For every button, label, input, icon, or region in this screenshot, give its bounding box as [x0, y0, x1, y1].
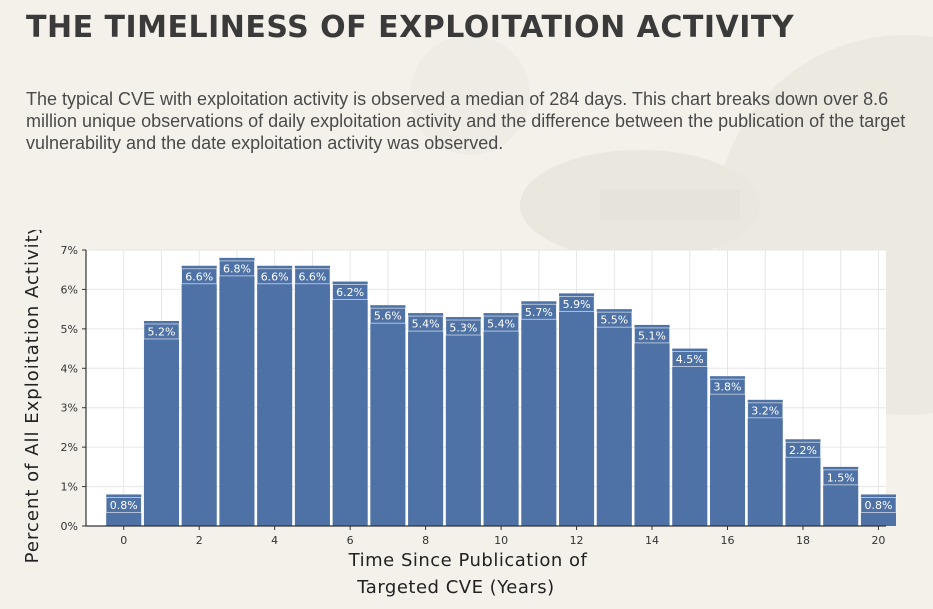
bar-label: 0.8% [110, 499, 138, 512]
x-tick-label: 8 [422, 534, 429, 547]
bar-label-box [634, 327, 671, 344]
bar [445, 317, 481, 526]
bar-label-box [709, 378, 746, 395]
bar [559, 293, 595, 526]
y-tick-label: 2% [61, 441, 78, 454]
bar [672, 348, 708, 526]
bar-label: 3.8% [714, 381, 742, 394]
bar-label: 5.7% [525, 306, 553, 319]
bar-label: 5.4% [487, 318, 515, 331]
x-tick-label: 14 [645, 534, 659, 547]
bar-label: 6.2% [336, 286, 364, 299]
bar-chart: 0.8% 5.2% 6.6% 6.8% 6.6% 6.6% 6.2% 5.6% 5.4% 5.3%… [22, 230, 897, 598]
x-tick-label: 0 [120, 534, 127, 547]
bar [747, 399, 783, 526]
bar [860, 494, 896, 526]
bar [370, 305, 406, 526]
y-tick-label: 6% [61, 283, 78, 296]
axes [82, 249, 886, 530]
x-tick-label: 10 [494, 534, 508, 547]
bar [521, 301, 557, 526]
bar-label-box [558, 295, 595, 312]
x-tick-label: 4 [271, 534, 278, 547]
bar-label: 5.9% [563, 298, 591, 311]
x-tick-label: 18 [796, 534, 810, 547]
bar-label-box [256, 268, 293, 285]
bar [332, 281, 368, 526]
bar [408, 313, 444, 526]
bar-label: 5.6% [374, 310, 402, 323]
page-title: THE TIMELINESS OF EXPLOITATION ACTIVITY [26, 10, 795, 45]
bar-label: 4.5% [676, 353, 704, 366]
x-tick-label: 20 [871, 534, 885, 547]
bar-label-box [483, 315, 520, 332]
bar-label-box [860, 497, 897, 513]
bars: 0.8% 5.2% 6.6% 6.8% 6.6% 6.6% 6.2% 5.6% 5.4% 5.3%… [105, 257, 897, 526]
bar-label-box [181, 268, 218, 285]
bar [143, 320, 180, 526]
bar [596, 309, 632, 526]
bar [294, 265, 330, 526]
bar [709, 376, 746, 526]
bar-label-box [218, 260, 255, 277]
bar-label: 5.5% [600, 314, 628, 327]
bar-label-box [520, 303, 557, 320]
bar-label: 0.8% [864, 499, 892, 512]
tick-labels: 0% 1% 2% 3% 4% 5% 6% 7% 0 2 4 6 8 10 12 14 16 18 20 [61, 244, 886, 547]
y-tick-label: 1% [61, 481, 78, 494]
y-tick-label: 5% [61, 323, 78, 336]
bar-label: 6.8% [223, 262, 251, 275]
bar-label: 6.6% [261, 270, 289, 283]
bar-label: 6.6% [298, 270, 326, 283]
bar-label: 1.5% [827, 471, 855, 484]
bar-label: 5.1% [638, 329, 666, 342]
bar-label-box [784, 441, 821, 458]
bar-label: 3.2% [751, 404, 779, 417]
bar-label: 5.3% [449, 322, 477, 335]
bar [257, 265, 293, 526]
bar-label: 5.2% [147, 325, 175, 338]
x-tick-label: 6 [347, 534, 354, 547]
bar-label-box [143, 323, 180, 340]
x-tick-label: 16 [721, 534, 735, 547]
x-tick-label: 12 [570, 534, 584, 547]
bar-label-box [369, 307, 406, 324]
bar [634, 324, 670, 526]
x-tick-label: 2 [196, 534, 203, 547]
y-axis-label: Percent of All Exploitation Activity [22, 230, 43, 563]
bar-label-box [747, 402, 784, 419]
bar [106, 494, 142, 526]
bar-label-box [822, 469, 859, 486]
bar [181, 265, 217, 526]
bar-label-box [445, 319, 482, 336]
bar-label-box [294, 268, 331, 285]
bar-label: 5.4% [412, 318, 440, 331]
bar-label-box [407, 315, 444, 332]
bar [219, 257, 255, 526]
page-description: The typical CVE with exploitation activi… [26, 89, 906, 153]
x-axis-label-line-1: Time Since Publication of [348, 550, 588, 571]
bar [785, 439, 821, 526]
bar-label: 2.2% [789, 444, 817, 457]
y-tick-label: 3% [61, 402, 78, 415]
y-tick-label: 0% [61, 520, 78, 533]
bar-label-box [105, 497, 142, 513]
y-tick-label: 7% [61, 244, 78, 257]
bar-label-box [671, 351, 708, 367]
x-axis-label-line-2: Targeted CVE (Years) [356, 577, 554, 598]
bar [823, 466, 859, 526]
bar-label: 6.6% [185, 270, 213, 283]
bar-label-box [332, 284, 369, 300]
bar [483, 313, 519, 526]
bar-label-box [596, 311, 633, 328]
y-tick-label: 4% [61, 362, 78, 375]
